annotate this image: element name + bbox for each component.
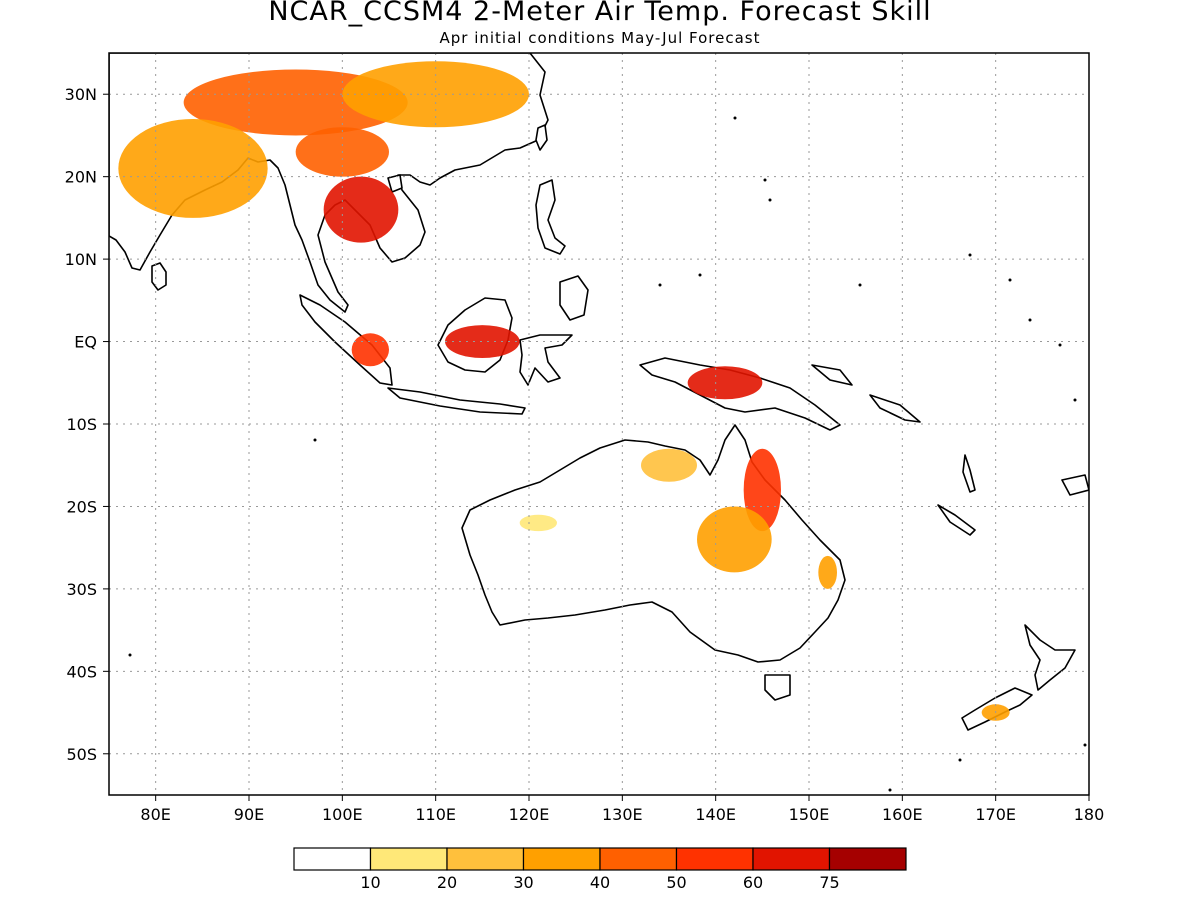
lat-tick-label: 30S: [66, 580, 97, 599]
skill-region: [323, 176, 399, 243]
lat-tick-label: 10S: [66, 415, 97, 434]
island-marker: [1028, 318, 1032, 322]
island-marker: [768, 198, 772, 202]
colorbar-swatch: [369, 847, 448, 871]
new-zealand-north-coastline: [1024, 624, 1076, 691]
sulawesi-coastline: [519, 334, 573, 386]
island-marker: [1008, 278, 1012, 282]
island-marker: [733, 116, 737, 120]
new-caledonia-coastline: [937, 504, 976, 536]
skill-region: [519, 514, 557, 532]
solomon-islands-coastline: [869, 394, 921, 423]
axis-labels: 30N 20N 10N EQ 10S 20S 30S 40S 50S 80E 90E 100E 110E…: [65, 85, 1105, 824]
colorbar-swatch: [828, 847, 907, 871]
tasmania-coastline: [764, 674, 791, 701]
pacific-islands: [128, 116, 1087, 792]
lon-tick-label: 170E: [975, 805, 1016, 824]
colorbar-label: 75: [819, 873, 839, 892]
colorbar-label: 10: [360, 873, 380, 892]
skill-region: [118, 118, 268, 218]
lon-tick-label: 130E: [602, 805, 643, 824]
skill-region: [697, 506, 772, 573]
colorbar-swatch: [522, 847, 601, 871]
island-marker: [763, 178, 767, 182]
skill-region: [743, 448, 781, 532]
lat-tick-label: 50S: [66, 745, 97, 764]
island-marker: [858, 283, 862, 287]
lon-tick-label: 160E: [882, 805, 923, 824]
colorbar-swatch: [446, 847, 525, 871]
lon-tick-label: 110E: [415, 805, 456, 824]
island-marker: [958, 758, 962, 762]
island-marker: [888, 788, 892, 792]
lat-tick-label: 10N: [65, 250, 97, 269]
lat-tick-label: 40S: [66, 662, 97, 681]
skill-region: [641, 448, 697, 482]
lon-tick-label: 90E: [234, 805, 264, 824]
island-marker: [128, 653, 132, 657]
sri-lanka-coastline: [151, 262, 167, 291]
skill-region: [687, 366, 763, 400]
colorbar-label: 40: [590, 873, 610, 892]
colorbar-swatch: [599, 847, 678, 871]
java-coastline: [387, 387, 526, 415]
lon-tick-label: 80E: [140, 805, 170, 824]
new-britain-coastline: [811, 364, 853, 386]
colorbar-label: 20: [437, 873, 457, 892]
taiwan-coastline: [535, 124, 548, 151]
island-marker: [1073, 398, 1077, 402]
vanuatu-coastline: [962, 454, 976, 493]
gridlines: [109, 53, 1089, 795]
lon-tick-label: 100E: [322, 805, 363, 824]
lon-tick-label: 120E: [509, 805, 550, 824]
skill-region: [818, 555, 838, 589]
island-marker: [968, 253, 972, 257]
map-title: NCAR_CCSM4 2-Meter Air Temp. Forecast Sk…: [268, 0, 932, 27]
island-marker: [1083, 743, 1087, 747]
island-marker: [658, 283, 662, 287]
island-marker: [698, 273, 702, 277]
lat-tick-label: 20N: [65, 168, 97, 187]
lon-tick-label: 150E: [789, 805, 830, 824]
colorbar-label: 50: [666, 873, 686, 892]
colorbar-label: 60: [743, 873, 763, 892]
colorbar-swatch: [293, 847, 372, 871]
colorbar-label: 30: [513, 873, 533, 892]
map-subtitle: Apr initial conditions May-Jul Forecast: [439, 29, 761, 47]
lat-tick-label: 20S: [66, 497, 97, 516]
skill-region: [351, 333, 390, 367]
lat-tick-label: 30N: [65, 85, 97, 104]
colorbar-swatch: [675, 847, 754, 871]
map-plot-area: [109, 53, 1089, 795]
lon-tick-label: 140E: [695, 805, 736, 824]
lat-tick-label: EQ: [74, 333, 97, 352]
island-marker: [313, 438, 317, 442]
colorbar-swatch: [752, 847, 831, 871]
lon-tick-label: 180: [1074, 805, 1105, 824]
fiji-coastline: [1061, 474, 1089, 496]
colorbar: 10 20 30 40 50 60 75: [293, 847, 907, 892]
philippines-mindanao-coastline: [559, 275, 589, 321]
hainan-coastline: [387, 174, 403, 193]
island-marker: [1058, 343, 1062, 347]
skill-region: [342, 61, 529, 128]
skill-region: [445, 325, 520, 359]
philippines-luzon-coastline: [535, 179, 566, 255]
